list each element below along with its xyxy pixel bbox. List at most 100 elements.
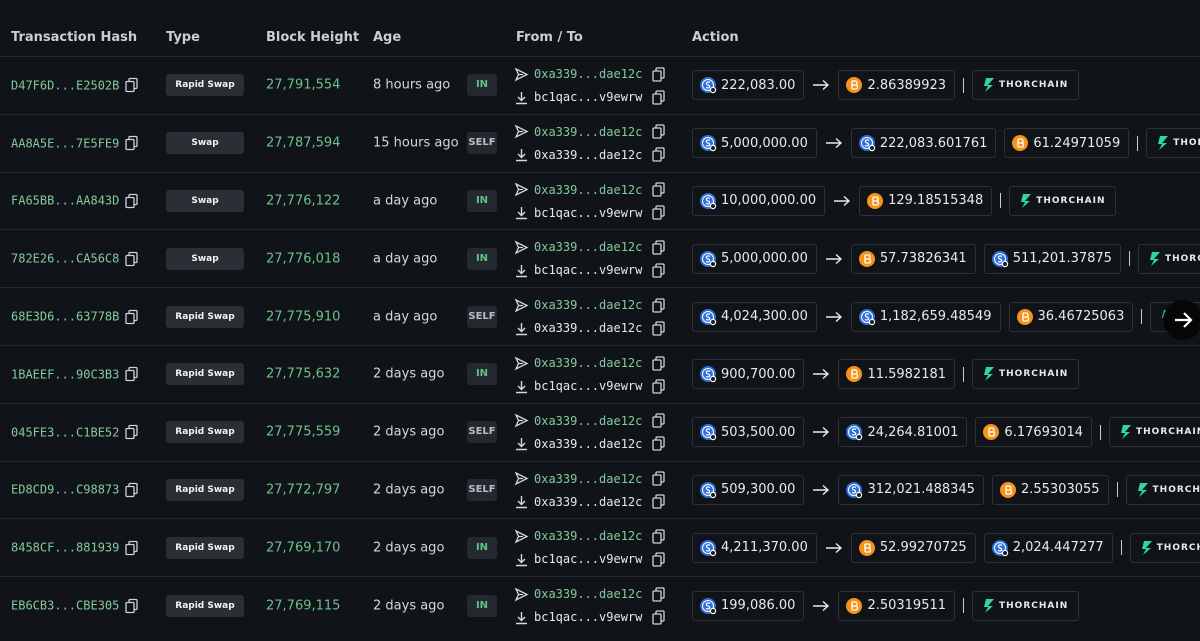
action-cell: 900,700.00 11.5982181 THORCHAIN: [692, 346, 1200, 403]
copy-icon-svg: [652, 529, 666, 544]
input-amount: 10,000,000.00: [721, 193, 817, 209]
copy-icon: [652, 124, 667, 139]
send-icon: [514, 67, 529, 82]
output-amount-box: 1,182,659.48549: [850, 301, 1001, 332]
from-address-line: 0xa339...dae12c: [514, 354, 667, 372]
from-address: 0xa339...dae12c: [534, 298, 643, 313]
copy-icon-svg: [652, 471, 666, 486]
thorchain-logo-svg: [1021, 193, 1032, 208]
age: a day ago: [373, 309, 438, 325]
copy-icon-svg: [652, 147, 666, 162]
copy-icon: [652, 240, 667, 255]
from-address-line: 0xa339...dae12c: [514, 527, 667, 545]
copy-icon: [652, 205, 667, 220]
from-address: 0xa339...dae12c: [534, 240, 643, 255]
type-badge: Swap: [166, 132, 244, 155]
copy-icon-svg: [125, 78, 139, 93]
token-icon-svg: [867, 192, 884, 209]
thorchain-logo-svg: [1137, 482, 1148, 497]
hash-cell: 045FE3...C1BE52: [11, 425, 140, 440]
token-icon: [866, 192, 884, 210]
to-address: bc1qac...v9ewrw: [534, 379, 643, 393]
receive-icon-svg: [516, 91, 527, 104]
copy-icon-svg: [652, 587, 666, 602]
type-badge: Rapid Swap: [166, 536, 244, 559]
token-icon-svg: [858, 250, 875, 267]
receive-icon: [514, 436, 529, 451]
column-header: Block Height: [266, 30, 360, 45]
swap-arrow: [812, 79, 830, 91]
receive-icon: [514, 147, 529, 162]
output-amount-box: 36.46725063: [1008, 301, 1134, 332]
output-amount-box: 61.24971059: [1004, 128, 1130, 159]
token-icon: [699, 423, 717, 441]
receive-icon-svg: [516, 380, 527, 393]
separator: [1100, 424, 1101, 440]
action-cell: 199,086.00 2.50319511 THORCHAIN: [692, 577, 1200, 634]
to-address: bc1qac...v9ewrw: [534, 552, 643, 567]
token-icon: [845, 365, 863, 383]
input-amount-box: 10,000,000.00: [692, 185, 826, 216]
protocol-name: THORCHAIN: [1036, 195, 1106, 206]
copy-icon: [652, 529, 667, 544]
token-icon: [699, 481, 717, 499]
block-height: 27,769,115: [266, 598, 341, 614]
output-amount-box: 511,201.37875: [983, 243, 1121, 274]
transaction-hash: D47F6D...E2502B: [11, 78, 120, 93]
to-address: 0xa339...dae12c: [534, 494, 643, 509]
output-amount: 1,182,659.48549: [879, 309, 992, 325]
hash-cell: EB6CB3...CBE305: [11, 598, 140, 613]
token-icon: [858, 134, 876, 152]
copy-icon-svg: [652, 321, 666, 336]
input-amount-box: 503,500.00: [692, 417, 805, 448]
direction-badge: IN: [467, 74, 497, 97]
copy-icon-svg: [652, 436, 666, 451]
hash-cell: FA65BB...AA843D: [11, 193, 140, 209]
swap-arrow-svg: [825, 253, 842, 264]
from-address: 0xa339...dae12c: [534, 182, 643, 197]
copy-icon: [125, 193, 140, 209]
from-address-line: 0xa339...dae12c: [514, 65, 667, 83]
copy-icon-svg: [125, 251, 139, 266]
protocol-box: THORCHAIN: [1146, 128, 1200, 159]
transaction-hash: 68E3D6...63778B: [11, 309, 120, 324]
thorchain-logo-svg: [984, 367, 995, 382]
send-icon-svg: [514, 240, 529, 255]
copy-icon: [125, 309, 140, 324]
column-header: Action: [692, 30, 739, 45]
from-address-line: 0xa339...dae12c: [514, 412, 667, 430]
age: 2 days ago: [373, 598, 445, 614]
separator: [1000, 193, 1002, 209]
action-cell: 503,500.00 24,264.81001 6.17693014 THORCHAI…: [692, 404, 1200, 461]
to-address: bc1qac...v9ewrw: [534, 205, 643, 220]
swap-arrow: [812, 484, 830, 496]
copy-icon-svg: [125, 482, 139, 498]
action-cell: 10,000,000.00 129.18515348 THORCHAIN: [692, 173, 1200, 230]
swap-arrow: [825, 253, 843, 265]
swap-arrow: [825, 137, 843, 149]
swap-arrow-svg: [834, 195, 851, 207]
column-header: Age: [373, 30, 402, 45]
block-height: 27,775,559: [266, 424, 341, 440]
receive-icon-svg: [516, 553, 527, 567]
output-amount-box: 2.55303055: [991, 474, 1109, 505]
output-amount: 2.86389923: [867, 77, 947, 93]
to-address-line: bc1qac...v9ewrw: [514, 88, 667, 106]
input-amount: 222,083.00: [721, 77, 796, 93]
copy-icon-svg: [125, 136, 139, 151]
token-icon-svg: [700, 366, 717, 383]
copy-icon-svg: [652, 494, 666, 509]
block-height: 27,772,797: [266, 482, 341, 498]
direction-badge: SELF: [467, 421, 497, 444]
thorchain-logo: [1120, 424, 1132, 440]
copy-icon: [652, 66, 667, 82]
protocol-name: THORCHAIN: [1164, 253, 1200, 264]
direction-badge: SELF: [467, 132, 497, 155]
copy-icon: [652, 552, 667, 567]
token-icon-svg: [991, 539, 1008, 556]
block-height: 27,776,122: [266, 193, 341, 209]
copy-icon: [652, 321, 667, 336]
send-icon-svg: [514, 298, 529, 313]
swap-arrow-svg: [813, 484, 830, 496]
next-button[interactable]: [1163, 300, 1200, 340]
